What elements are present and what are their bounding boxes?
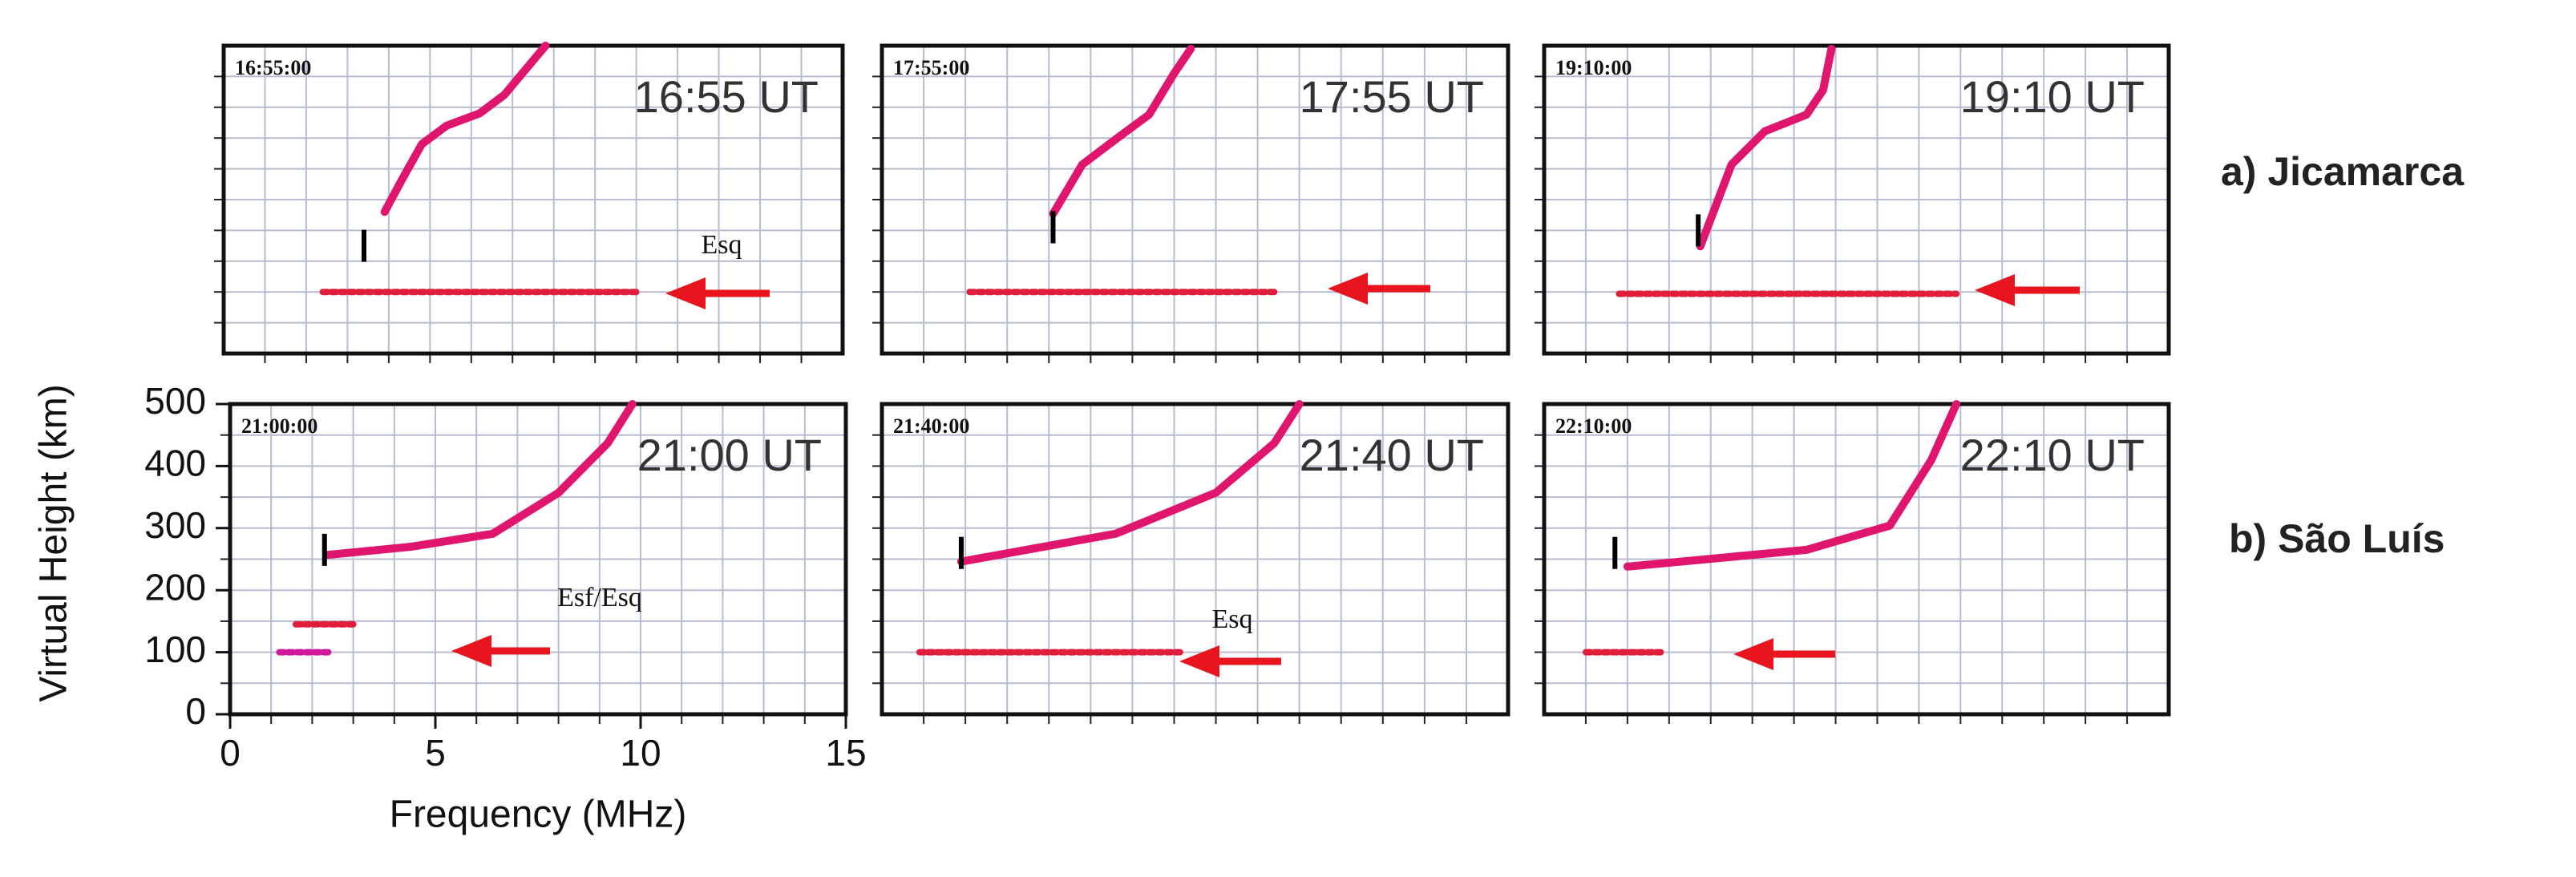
y-tick-label: 0	[185, 690, 206, 732]
panel-frame	[221, 43, 845, 356]
row-label: b) São Luís	[2229, 516, 2445, 561]
trace	[956, 400, 1304, 566]
trace	[1049, 44, 1195, 218]
x-tick-label: 0	[220, 732, 241, 774]
panel-title: 16:55 UT	[634, 71, 819, 122]
row-label: a) Jicamarca	[2221, 149, 2465, 194]
timestamp: 22:10:00	[1555, 414, 1632, 438]
y-axis-label: Virtual Height (km)	[33, 384, 75, 702]
timestamp: 19:10:00	[1555, 56, 1632, 79]
x-tick-label: 10	[620, 732, 661, 774]
y-tick-label: 100	[144, 628, 206, 670]
panel-frame	[880, 43, 1510, 356]
arrow-head	[1328, 273, 1368, 305]
x-axis-label: Frequency (MHz)	[390, 794, 687, 836]
panel-frame	[1542, 43, 2171, 356]
panel-frame	[880, 402, 1510, 717]
trace	[1696, 44, 1836, 251]
panel-title: 19:10 UT	[1960, 71, 2145, 122]
x-tick-label: 5	[425, 732, 446, 774]
arrow-head	[1179, 645, 1219, 677]
y-tick-label: 500	[144, 380, 206, 422]
y-tick-label: 300	[144, 504, 206, 546]
arrow-head	[1975, 274, 2015, 306]
annotation: Esq	[1212, 604, 1253, 634]
arrow-head	[1733, 638, 1773, 670]
timestamp: 17:55:00	[893, 56, 969, 79]
panel-title: 17:55 UT	[1300, 71, 1484, 122]
panel-title: 21:40 UT	[1300, 430, 1484, 480]
arrow-head	[451, 635, 491, 667]
trace	[1623, 400, 1961, 571]
x-tick-label: 15	[825, 732, 866, 774]
annotation: Esq	[702, 230, 742, 260]
trace	[380, 42, 550, 216]
panel-frame	[228, 402, 848, 717]
panel-title: 21:00 UT	[637, 430, 822, 480]
panel-title: 22:10 UT	[1960, 430, 2145, 480]
annotation: Esf/Esq	[557, 583, 642, 612]
timestamp: 16:55:00	[235, 56, 311, 79]
timestamp: 21:40:00	[893, 414, 969, 438]
arrow-head	[665, 277, 706, 309]
y-tick-label: 200	[144, 566, 206, 608]
y-tick-label: 400	[144, 443, 206, 484]
panel-frame	[1542, 402, 2171, 717]
timestamp: 21:00:00	[241, 414, 317, 438]
trace	[324, 400, 637, 560]
